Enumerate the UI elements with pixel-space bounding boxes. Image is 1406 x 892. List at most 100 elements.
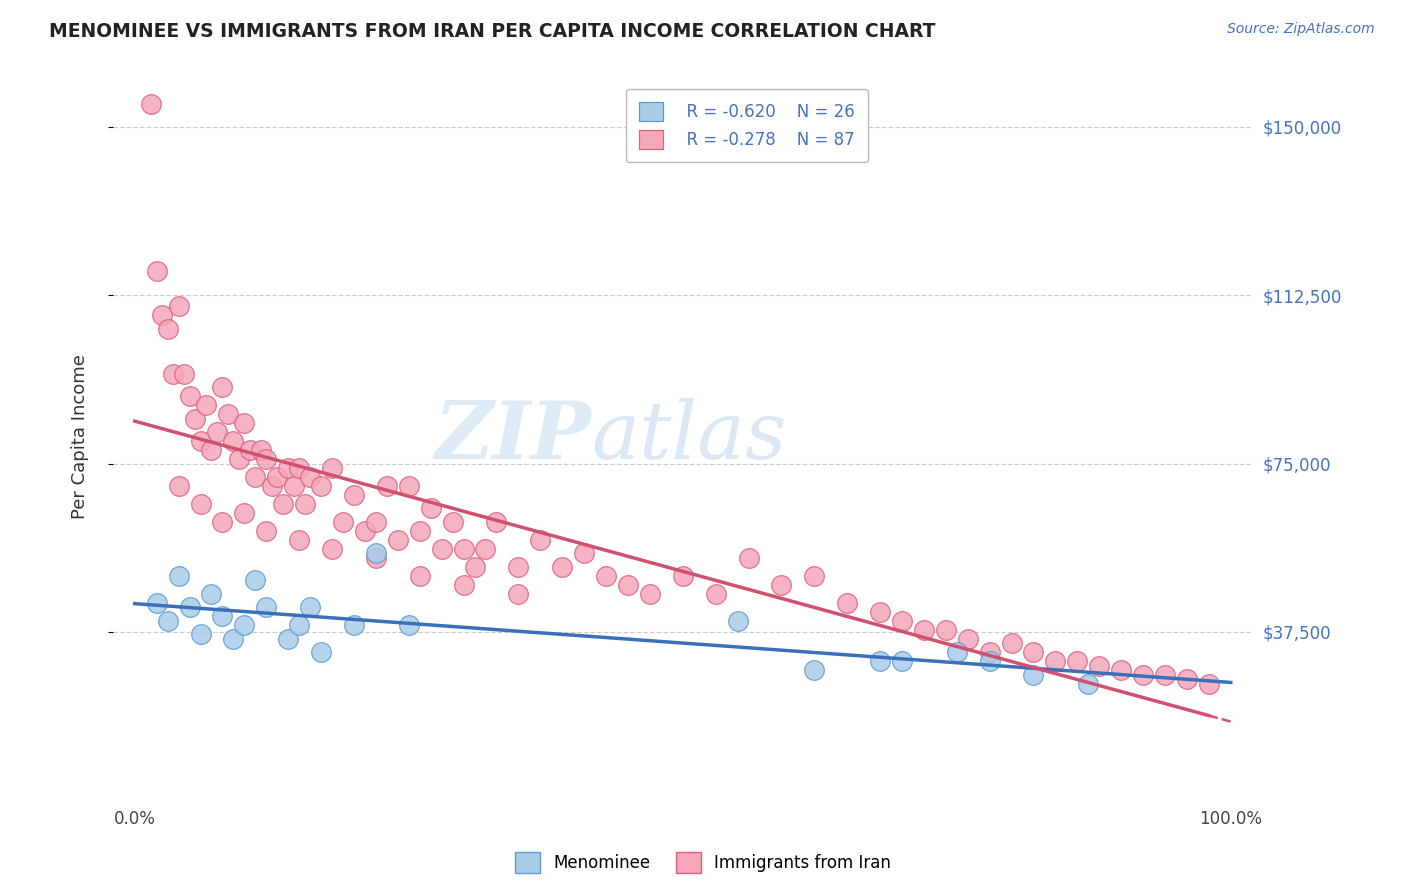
Point <box>485 515 508 529</box>
Point <box>638 587 661 601</box>
Point <box>184 411 207 425</box>
Point <box>211 380 233 394</box>
Point <box>1154 667 1177 681</box>
Point <box>190 627 212 641</box>
Point <box>254 600 277 615</box>
Point <box>190 497 212 511</box>
Point <box>464 559 486 574</box>
Point <box>672 568 695 582</box>
Point <box>283 479 305 493</box>
Point <box>288 533 311 547</box>
Legend:   R = -0.620    N = 26,   R = -0.278    N = 87: R = -0.620 N = 26, R = -0.278 N = 87 <box>626 88 869 162</box>
Point <box>837 596 859 610</box>
Point <box>441 515 464 529</box>
Point <box>211 515 233 529</box>
Point <box>869 605 891 619</box>
Point <box>179 600 201 615</box>
Point <box>419 501 441 516</box>
Point <box>233 416 256 430</box>
Point <box>309 479 332 493</box>
Point <box>595 568 617 582</box>
Point <box>617 578 640 592</box>
Point <box>239 443 262 458</box>
Point <box>529 533 551 547</box>
Point <box>233 506 256 520</box>
Point <box>912 623 935 637</box>
Point <box>321 541 343 556</box>
Point <box>1175 672 1198 686</box>
Point <box>141 97 163 112</box>
Point <box>1066 654 1088 668</box>
Point <box>409 568 432 582</box>
Point <box>222 434 245 448</box>
Point <box>145 596 167 610</box>
Point <box>551 559 574 574</box>
Text: ZIP: ZIP <box>434 398 592 475</box>
Point <box>364 515 387 529</box>
Point <box>217 407 239 421</box>
Point <box>249 443 271 458</box>
Legend: Menominee, Immigrants from Iran: Menominee, Immigrants from Iran <box>509 846 897 880</box>
Point <box>156 322 179 336</box>
Point <box>1109 663 1132 677</box>
Point <box>1198 676 1220 690</box>
Point <box>453 578 475 592</box>
Point <box>294 497 316 511</box>
Point <box>727 614 749 628</box>
Point <box>398 618 420 632</box>
Point <box>409 524 432 538</box>
Point <box>1088 658 1111 673</box>
Point <box>770 578 793 592</box>
Point <box>195 398 218 412</box>
Point <box>1132 667 1154 681</box>
Point <box>979 654 1001 668</box>
Point <box>1022 645 1045 659</box>
Point <box>167 568 190 582</box>
Point <box>167 479 190 493</box>
Point <box>254 452 277 467</box>
Point <box>375 479 398 493</box>
Point <box>364 550 387 565</box>
Point <box>205 425 228 439</box>
Point <box>288 618 311 632</box>
Point <box>935 623 957 637</box>
Point <box>222 632 245 646</box>
Point <box>277 632 299 646</box>
Point <box>572 546 595 560</box>
Point <box>260 479 283 493</box>
Point <box>1045 654 1067 668</box>
Point <box>1077 676 1099 690</box>
Point <box>354 524 377 538</box>
Point <box>979 645 1001 659</box>
Point <box>309 645 332 659</box>
Point <box>1000 636 1022 650</box>
Point <box>245 470 267 484</box>
Point <box>803 663 825 677</box>
Point <box>343 488 366 502</box>
Point <box>211 609 233 624</box>
Text: atlas: atlas <box>592 398 787 475</box>
Point <box>299 470 322 484</box>
Point <box>1022 667 1045 681</box>
Point <box>704 587 727 601</box>
Point <box>891 654 914 668</box>
Point <box>321 461 343 475</box>
Point <box>254 524 277 538</box>
Point <box>156 614 179 628</box>
Point <box>245 574 267 588</box>
Point <box>179 389 201 403</box>
Point <box>869 654 891 668</box>
Point <box>398 479 420 493</box>
Text: Source: ZipAtlas.com: Source: ZipAtlas.com <box>1227 22 1375 37</box>
Point <box>233 618 256 632</box>
Y-axis label: Per Capita Income: Per Capita Income <box>72 354 89 519</box>
Point <box>343 618 366 632</box>
Point <box>956 632 979 646</box>
Point <box>277 461 299 475</box>
Point <box>299 600 322 615</box>
Point <box>945 645 967 659</box>
Point <box>453 541 475 556</box>
Point <box>364 546 387 560</box>
Point <box>173 367 195 381</box>
Point <box>167 300 190 314</box>
